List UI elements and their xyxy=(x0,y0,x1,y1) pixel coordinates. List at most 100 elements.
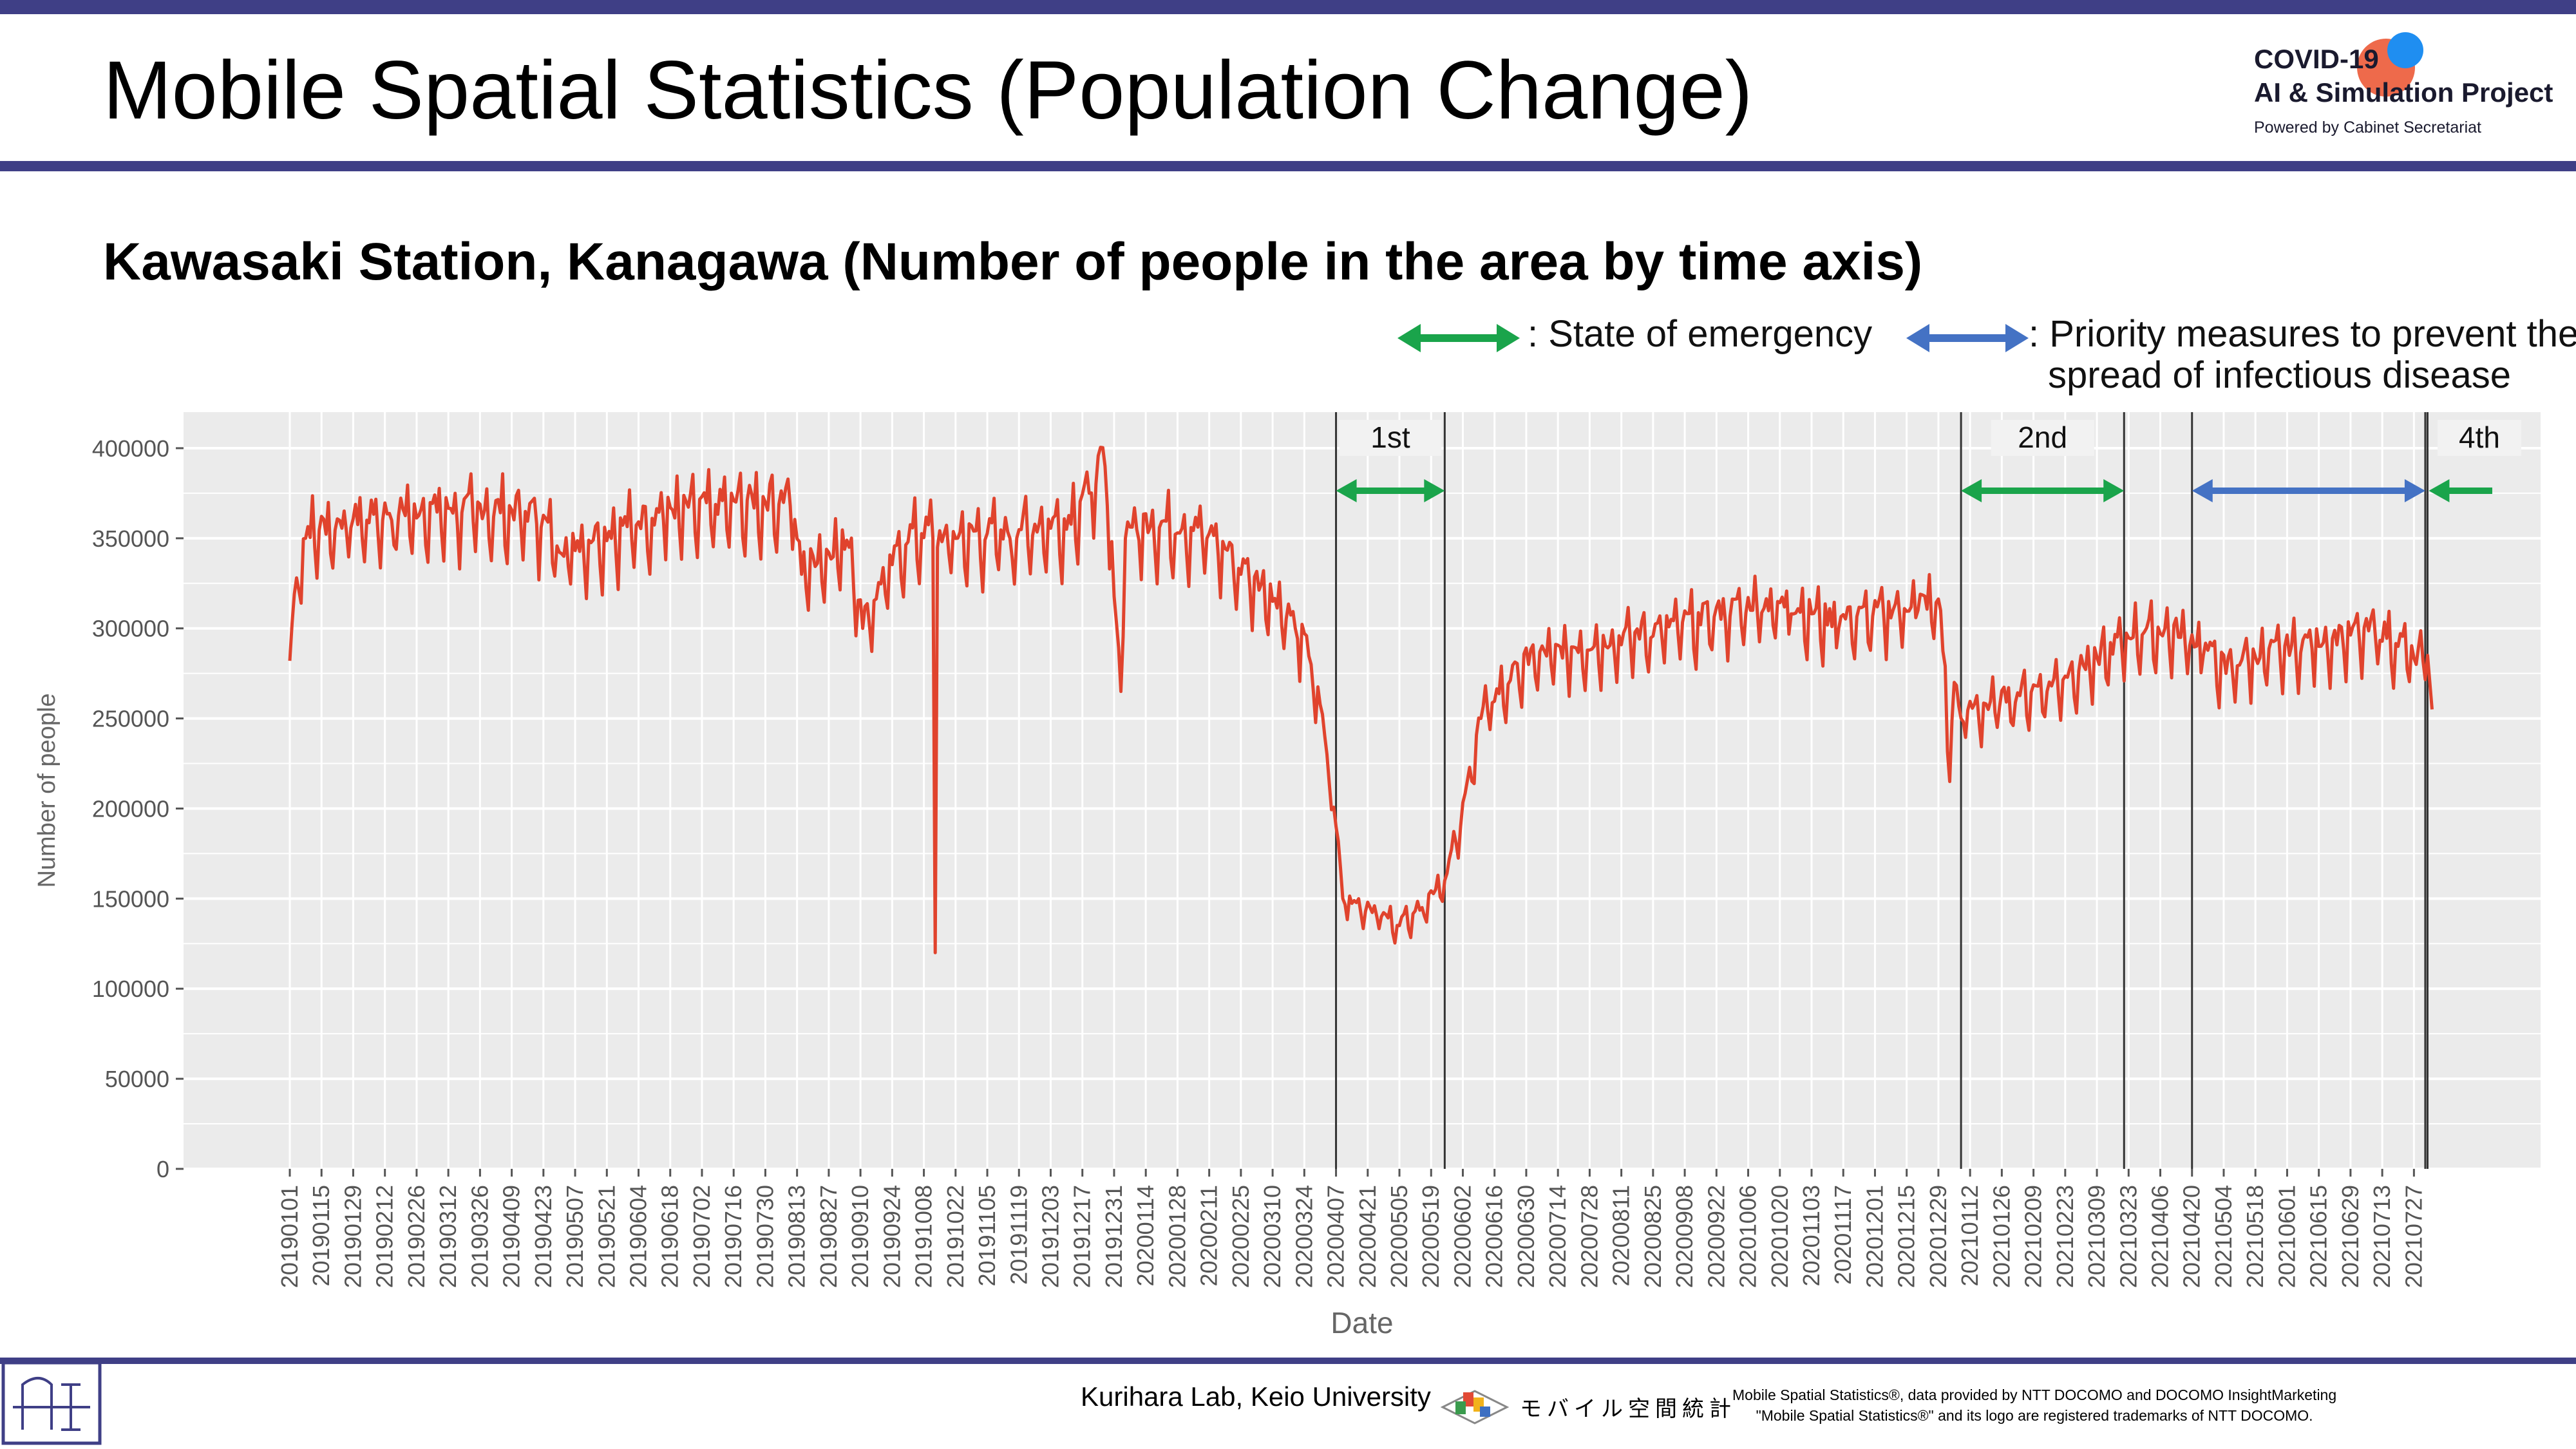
footer-credit-line-2: "Mobile Spatial Statistics®" and its log… xyxy=(1756,1407,2313,1424)
x-tick-label: 20210504 xyxy=(2210,1185,2237,1288)
arrow-2nd xyxy=(1961,479,2125,502)
x-tick-label: 20210406 xyxy=(2147,1185,2174,1288)
x-tick-label: 20201229 xyxy=(1925,1185,1951,1288)
covid-project-logo: COVID-19 AI & Simulation Project Powered… xyxy=(2248,32,2570,148)
x-tick-label: 20190813 xyxy=(784,1185,810,1288)
y-axis: 0 50000 100000 150000 200000 250000 300000 3500… xyxy=(92,435,184,1182)
x-tick-label: 20190101 xyxy=(276,1185,303,1288)
x-tick-label: 20210518 xyxy=(2242,1185,2268,1288)
annotation-label-bg xyxy=(2438,420,2521,456)
x-tick-label: 20201006 xyxy=(1735,1185,1761,1288)
logo-circles-icon xyxy=(2357,32,2423,97)
arrow-priority-head-right xyxy=(2404,479,2425,502)
x-tick-label: 20191231 xyxy=(1101,1185,1127,1288)
x-tick-label: 20210629 xyxy=(2337,1185,2363,1288)
footer-credit: Mobile Spatial Statistics®, data provide… xyxy=(1732,1385,2336,1426)
x-tick-label: 20200630 xyxy=(1513,1185,1539,1288)
arrow-4th-head xyxy=(2429,479,2450,502)
legend-priority-label-1: : Priority measures to prevent the xyxy=(2029,313,2576,355)
x-tick-label: 20201020 xyxy=(1766,1185,1793,1288)
x-tick-label: 20190730 xyxy=(752,1185,778,1288)
x-tick-label: 20191008 xyxy=(911,1185,937,1288)
y-tick-label: 300000 xyxy=(92,616,169,642)
y-axis-label: Number of people xyxy=(33,693,61,887)
x-tick-label: 20190226 xyxy=(403,1185,430,1288)
x-tick-label: 20191119 xyxy=(1005,1185,1032,1285)
x-tick-label: 20210223 xyxy=(2052,1185,2078,1288)
x-tick-label: 20190115 xyxy=(308,1185,334,1287)
x-tick-label: 20201117 xyxy=(1830,1185,1856,1285)
x-tick-label: 20210112 xyxy=(1956,1185,1983,1287)
x-tick-label: 20191105 xyxy=(974,1185,1000,1287)
x-axis: 20190101 20190115 20190129 20190212 20190226… xyxy=(276,1169,2427,1288)
y-tick-label: 400000 xyxy=(92,435,169,462)
x-tick-label: 20190716 xyxy=(720,1185,746,1288)
legend-emergency-label: : State of emergency xyxy=(1528,313,1873,355)
series-line xyxy=(288,446,2434,954)
annotation-label-bg xyxy=(1991,420,2094,456)
x-tick-label: 20200519 xyxy=(1417,1185,1444,1288)
x-tick-label: 20190129 xyxy=(339,1185,366,1288)
arrow-priority-head-left xyxy=(2192,479,2213,502)
x-tick-label: 20200310 xyxy=(1259,1185,1285,1288)
annotation-label-4th: 4th xyxy=(2459,421,2500,454)
x-tick-label: 20190326 xyxy=(466,1185,493,1288)
x-tick-label: 20190604 xyxy=(625,1185,652,1288)
arrow-1st xyxy=(1336,479,1445,502)
x-tick-label: 20200421 xyxy=(1354,1185,1381,1288)
x-tick-label: 20190507 xyxy=(562,1185,588,1288)
y-tick-label: 250000 xyxy=(92,706,169,732)
x-tick-label: 20191022 xyxy=(942,1185,969,1288)
x-tick-label: 20190618 xyxy=(657,1185,683,1288)
arrow-1st-head-left xyxy=(1336,479,1357,502)
footer-band xyxy=(0,1358,2576,1364)
title-underline xyxy=(0,161,2576,171)
logo-line-3: Powered by Cabinet Secretariat xyxy=(2254,118,2481,137)
x-tick-label: 20210601 xyxy=(2273,1185,2300,1288)
x-tick-label: 20200728 xyxy=(1576,1185,1602,1288)
legend-emergency-arrow-icon xyxy=(1397,324,1520,352)
arrow-4th xyxy=(2429,479,2492,502)
arrow-2nd-head-right xyxy=(2103,479,2125,502)
y-tick-label: 50000 xyxy=(105,1066,169,1092)
y-tick-label: 350000 xyxy=(92,526,169,552)
logo-line-2: AI & Simulation Project xyxy=(2254,77,2553,108)
x-tick-label: 20191203 xyxy=(1037,1185,1063,1288)
x-tick-label: 20190423 xyxy=(530,1185,556,1288)
x-tick-label: 20200922 xyxy=(1703,1185,1729,1288)
annotation-label-1st: 1st xyxy=(1370,421,1410,454)
x-tick-label: 20201103 xyxy=(1798,1185,1824,1287)
annotation-arrows xyxy=(1336,479,2492,502)
y-tick-label: 150000 xyxy=(92,886,169,912)
x-tick-label: 20210309 xyxy=(2083,1185,2110,1288)
x-tick-label: 20200225 xyxy=(1227,1185,1254,1288)
x-tick-label: 20190312 xyxy=(435,1185,461,1288)
population-line-chart: 0 50000 100000 150000 200000 250000 300000 3500… xyxy=(33,412,2541,1340)
chart-subtitle: Kawasaki Station, Kanagawa (Number of pe… xyxy=(103,232,1923,291)
x-tick-label: 20210420 xyxy=(2179,1185,2205,1288)
x-tick-label: 20190409 xyxy=(498,1185,525,1288)
x-tick-label: 20190702 xyxy=(688,1185,715,1288)
footer-lab-name: Kurihara Lab, Keio University xyxy=(1081,1381,1431,1412)
arrow-1st-head-right xyxy=(1424,479,1445,502)
x-tick-label: 20210209 xyxy=(2020,1185,2047,1288)
x-tick-label: 20210323 xyxy=(2115,1185,2141,1288)
x-tick-label: 20200811 xyxy=(1608,1185,1634,1287)
page-title: Mobile Spatial Statistics (Population Ch… xyxy=(103,44,1753,137)
x-tick-label: 20190521 xyxy=(593,1185,620,1288)
x-tick-label: 20200825 xyxy=(1640,1185,1666,1288)
footer-mss-logo-text: モバイル空間統計 xyxy=(1520,1396,1736,1422)
x-tick-label: 20200602 xyxy=(1449,1185,1475,1288)
x-tick-label: 20200128 xyxy=(1164,1185,1190,1288)
legend-priority-label-2: spread of infectious disease xyxy=(2048,354,2511,396)
top-band xyxy=(0,0,2576,14)
annotation-label-2nd: 2nd xyxy=(2018,421,2067,454)
footer-credit-line-1: Mobile Spatial Statistics®, data provide… xyxy=(1732,1387,2337,1403)
x-tick-label: 20191217 xyxy=(1069,1185,1095,1288)
x-tick-label: 20200211 xyxy=(1196,1185,1222,1287)
x-tick-label: 20201215 xyxy=(1893,1185,1920,1288)
x-tick-label: 20200505 xyxy=(1386,1185,1412,1288)
legend-priority-arrow-icon xyxy=(1906,324,2029,352)
x-tick-label: 20190910 xyxy=(847,1185,873,1288)
x-tick-label: 20210713 xyxy=(2369,1185,2395,1288)
